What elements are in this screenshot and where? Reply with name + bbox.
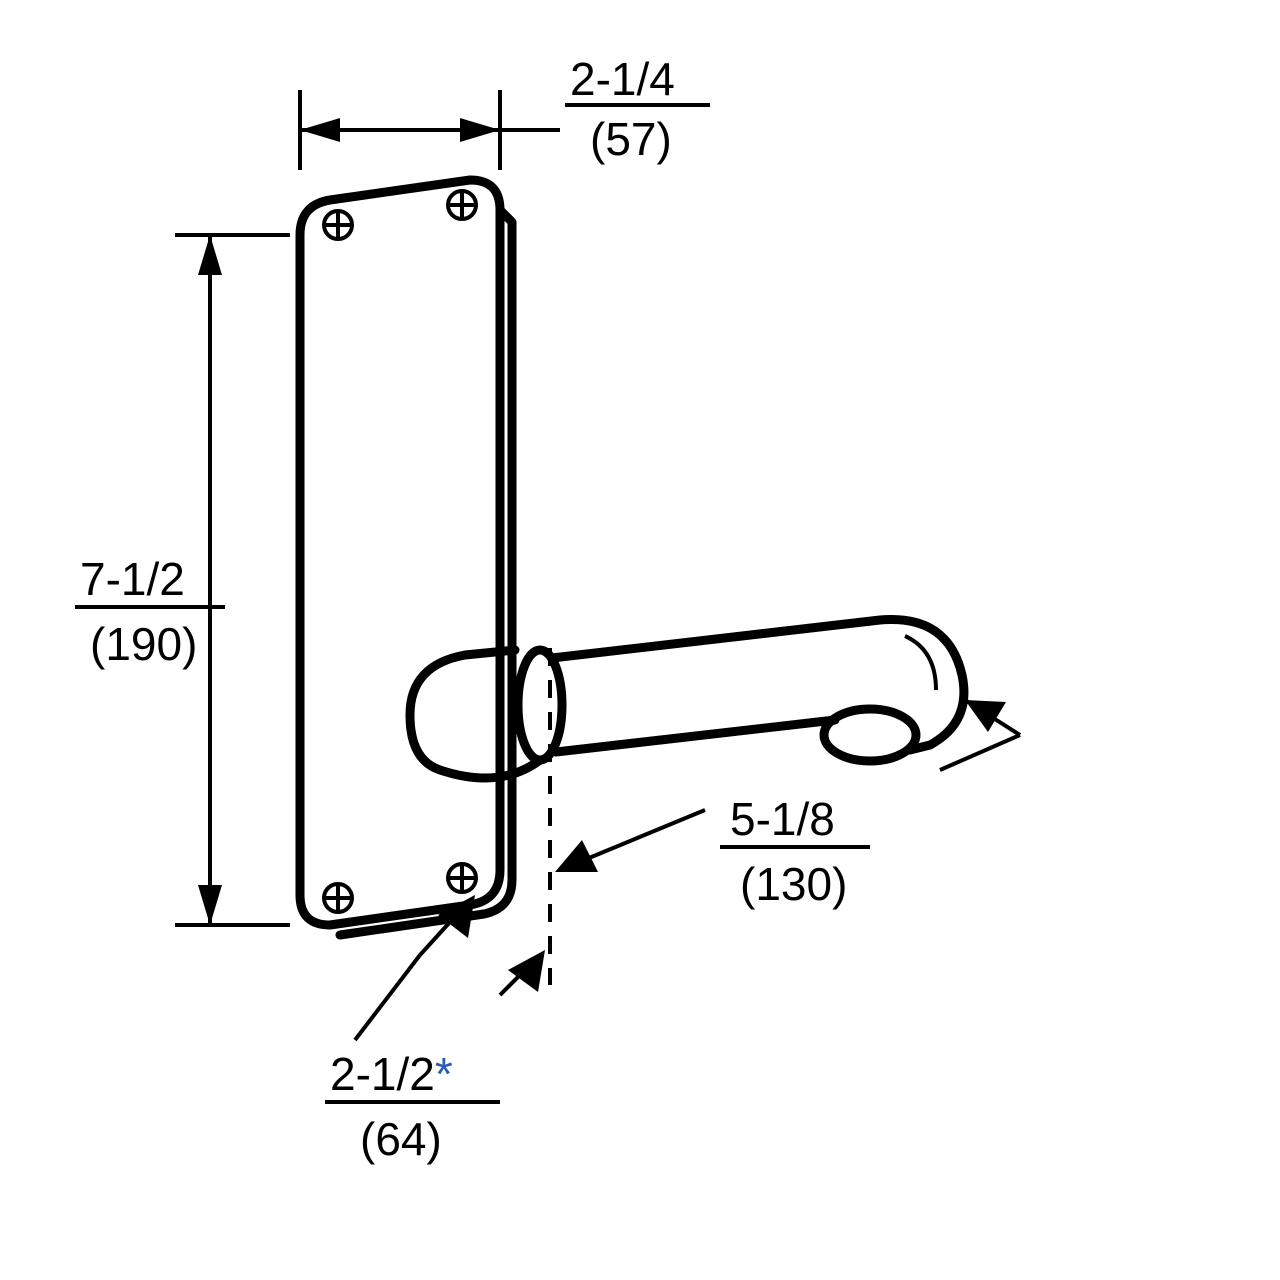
lever-handle (410, 619, 964, 778)
dimension-height: 7-1/2 (190) (75, 235, 290, 925)
screw-icon (448, 864, 476, 892)
dim-width-imperial: 2-1/4 (570, 53, 675, 105)
dim-height-imperial: 7-1/2 (80, 553, 185, 605)
dim-height-metric: (190) (90, 618, 197, 670)
dim-lever-metric: (130) (740, 858, 847, 910)
screw-icon (448, 191, 476, 219)
dim-depth-asterisk: * (435, 1048, 453, 1100)
svg-text:2-1/2*: 2-1/2* (330, 1048, 453, 1100)
dimension-diagram: 2-1/4 (57) 7-1/2 (190) 5-1/8 (130) (0, 0, 1280, 1280)
screw-icon (324, 211, 352, 239)
dim-width-metric: (57) (590, 113, 672, 165)
screw-icon (324, 884, 352, 912)
dim-depth-metric: (64) (360, 1113, 442, 1165)
escutcheon-plate (300, 180, 500, 925)
dim-lever-imperial: 5-1/8 (730, 793, 835, 845)
dim-depth-imperial: 2-1/2 (330, 1048, 435, 1100)
dimension-width: 2-1/4 (57) (300, 53, 710, 170)
